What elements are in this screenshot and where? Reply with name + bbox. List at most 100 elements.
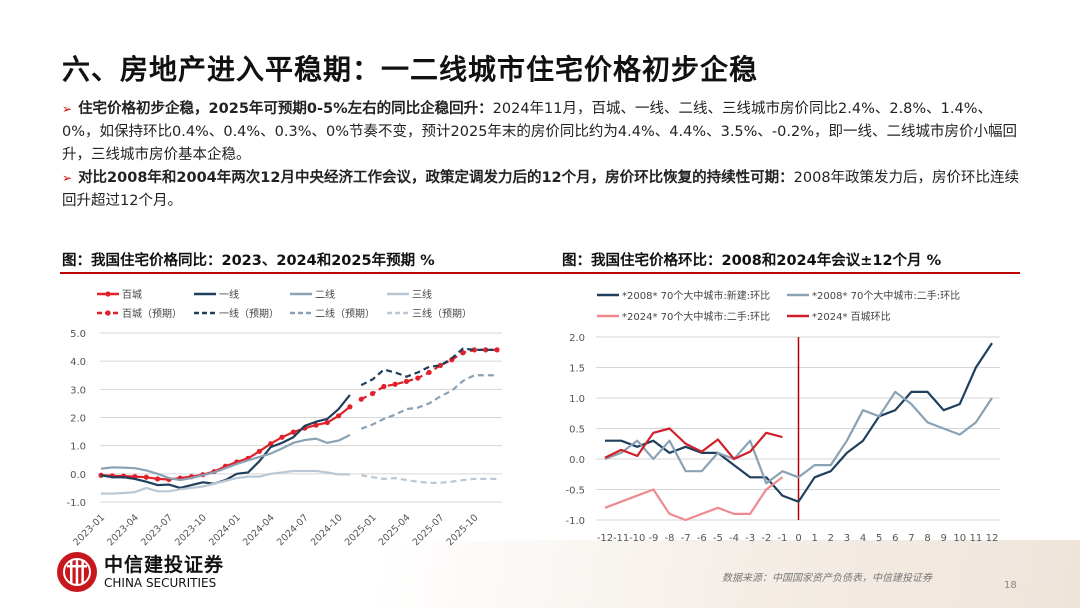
data-point	[143, 474, 149, 480]
legend-label: 三线	[412, 288, 432, 301]
y-tick-label: 4.0	[70, 357, 86, 368]
data-point	[460, 350, 466, 356]
x-tick-label: 8	[924, 533, 930, 544]
legend-label: *2024* 百城环比	[812, 311, 891, 323]
company-logo: 中信建投证券 CHINA SECURITIES	[56, 551, 224, 593]
x-tick-label: -3	[745, 533, 755, 544]
data-point	[369, 390, 376, 397]
x-tick-label: 2023-04	[105, 512, 141, 548]
data-point	[336, 413, 342, 419]
x-tick-label: 2023-01	[71, 512, 107, 548]
y-tick-label: 1.0	[569, 394, 585, 405]
series-line-1	[604, 390, 993, 485]
chart-2-title: 图：我国住宅价格环比：2008和2024年会议±12个月 %	[562, 253, 942, 269]
series-line-3	[604, 427, 783, 461]
y-tick-label: 0.0	[70, 470, 86, 481]
bullet-list: ➢ 住宅价格初步企稳，2025年可预期0-5%左右的同比企稳回升：2024年11月…	[62, 98, 1022, 213]
legend-label: *2008* 70个大中城市:二手:环比	[812, 289, 960, 302]
data-point	[483, 347, 489, 353]
data-point	[426, 369, 432, 376]
series-line-3	[101, 469, 350, 495]
y-tick-label: 1.0	[70, 442, 86, 453]
x-tick-label: 2023-10	[173, 512, 209, 548]
legend-marker	[105, 310, 111, 316]
x-tick-label: -5	[713, 533, 723, 544]
bullet-text: 2024年11月，百城、一线、二线、三线城市房价同比2.4%、2.8%、1.4%…	[62, 101, 1017, 163]
y-tick-label: 5.0	[70, 329, 86, 340]
x-tick-label: 2024-04	[241, 512, 277, 548]
series-line-2	[100, 433, 351, 482]
x-tick-label: 11	[970, 533, 983, 544]
bullet-heading: 住宅价格初步企稳，2025年可预期0-5%左右的同比企稳回升：	[78, 101, 493, 117]
x-tick-label: -10	[629, 533, 645, 544]
legend-label: 百城（预期）	[122, 308, 182, 320]
legend-label: *2008* 70个大中城市:新建:环比	[622, 289, 770, 302]
title-divider	[60, 272, 1020, 274]
x-tick-label: 2023-07	[139, 512, 175, 548]
legend-label: 百城	[122, 289, 142, 301]
data-point	[268, 441, 274, 447]
y-tick-label: -0.5	[565, 486, 585, 497]
x-tick-label: -8	[665, 533, 675, 544]
series-line-6	[360, 374, 497, 430]
x-tick-label: 3	[844, 533, 850, 544]
legend-label: 一线	[219, 288, 239, 301]
y-tick-label: 2.0	[569, 333, 585, 344]
x-tick-label: -12	[597, 533, 613, 544]
chart-mom: -1.0-0.50.00.51.01.52.0-12 -11 -10 -9 -8 -7 -6…	[565, 289, 1000, 544]
x-tick-label: 1	[811, 533, 817, 544]
y-tick-label: 1.5	[569, 364, 585, 375]
chart-1-title: 图：我国住宅价格同比：2023、2024和2025年预期 %	[62, 253, 435, 269]
x-tick-label: 12	[986, 533, 999, 544]
x-tick-label: 4	[860, 533, 866, 544]
x-tick-label: -11	[613, 533, 629, 544]
data-source: 数据来源：中国国家资产负债表，中信建投证券	[722, 573, 932, 584]
series-line-0	[605, 342, 993, 503]
series-line-2	[604, 476, 784, 522]
data-point	[290, 429, 296, 435]
x-tick-label: 0	[795, 533, 801, 544]
y-tick-label: -1.0	[565, 516, 585, 527]
background-swoosh	[0, 540, 1080, 608]
y-tick-label: 2.0	[70, 414, 86, 425]
y-tick-label: 0.0	[569, 455, 585, 466]
data-point	[392, 381, 398, 387]
bullet-heading: 对比2008年和2004年两次12月中央经济工作会议，政策定调发力后的12个月，…	[78, 170, 794, 186]
data-point	[358, 396, 364, 402]
data-point	[347, 404, 353, 410]
legend-label: 一线（预期）	[219, 307, 279, 320]
x-tick-label: -9	[648, 533, 658, 544]
x-tick-label: 2025-01	[343, 512, 379, 548]
x-tick-label: 7	[908, 533, 914, 544]
arrow-bullet-icon: ➢	[62, 171, 73, 185]
data-point	[381, 383, 387, 390]
x-tick-label: 10	[953, 533, 966, 544]
x-tick-label: 2	[828, 533, 834, 544]
data-point	[154, 476, 161, 482]
bullet-text: 2008年政策发力后，房价环比连续回升超过12个月。	[62, 170, 1020, 209]
x-tick-label: -7	[681, 533, 691, 544]
series-line-5	[360, 347, 497, 387]
x-tick-label: 2025-04	[377, 512, 413, 548]
citic-logo-icon	[57, 552, 97, 592]
x-tick-label: 5	[876, 533, 882, 544]
x-tick-label: -1	[777, 533, 787, 544]
logo-en-text: CHINA SECURITIES	[104, 576, 217, 590]
legend-label: *2024* 70个大中城市:二手:环比	[622, 310, 770, 323]
x-tick-label: -4	[729, 533, 739, 544]
x-tick-label: 2025-07	[411, 512, 447, 548]
logo-cn-text: 中信建投证券	[104, 554, 225, 576]
data-point	[437, 362, 444, 368]
bullet-item: ➢ 住宅价格初步企稳，2025年可预期0-5%左右的同比企稳回升：2024年11月…	[62, 98, 1022, 167]
data-point	[256, 448, 262, 454]
x-tick-label: 2024-01	[207, 512, 243, 548]
chart-yoy: -1.00.01.02.03.04.05.02023-012023-042023…	[66, 288, 502, 548]
legend-marker	[105, 291, 111, 297]
data-point	[279, 434, 285, 440]
data-point	[313, 422, 319, 428]
page-title: 六、房地产进入平稳期：一二线城市住宅价格初步企稳	[62, 53, 759, 86]
x-tick-label: 2024-10	[309, 512, 345, 548]
bullet-item: ➢ 对比2008年和2004年两次12月中央经济工作会议，政策定调发力后的12个月…	[62, 167, 1022, 213]
y-tick-label: 0.5	[569, 425, 585, 436]
